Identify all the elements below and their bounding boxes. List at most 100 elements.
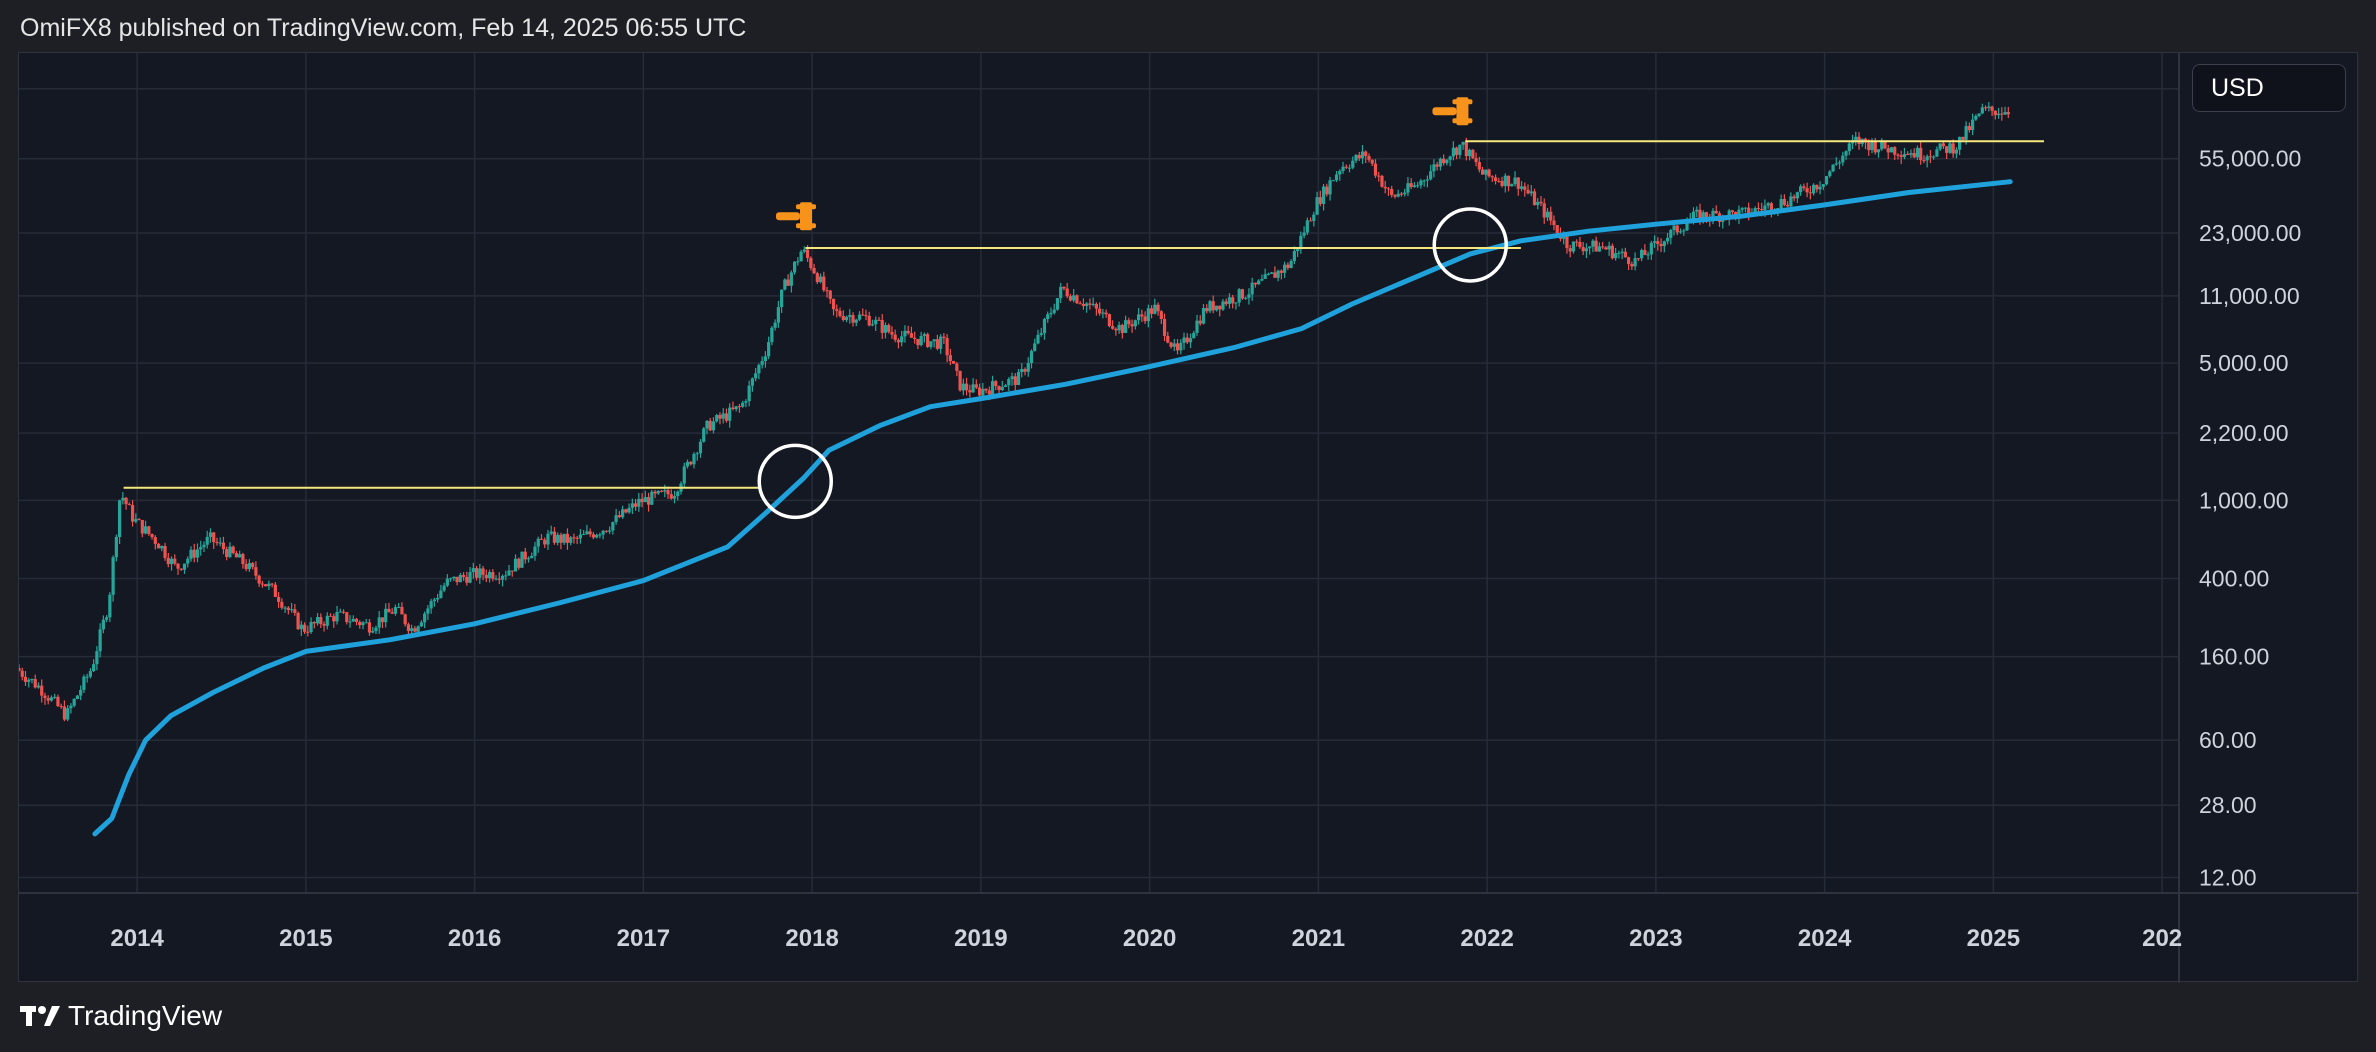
candle-body	[1828, 171, 1832, 177]
candle-body	[1980, 107, 1984, 114]
candle-body	[478, 568, 482, 578]
candle-body	[1003, 385, 1008, 388]
candle-body	[1351, 160, 1355, 168]
candle-body	[1601, 246, 1605, 248]
candle-body	[874, 319, 878, 325]
y-tick-label: 55,000.00	[2199, 146, 2301, 172]
highlight-circle	[757, 443, 833, 520]
candle-body	[760, 361, 764, 365]
candle-body	[601, 530, 605, 535]
candle-body	[900, 336, 904, 343]
candle-body	[724, 413, 729, 421]
candle-body	[1328, 180, 1332, 195]
candle-body	[695, 453, 699, 455]
candle-body	[604, 530, 608, 532]
candle-body	[1146, 308, 1150, 322]
candle-body	[1416, 185, 1420, 187]
price-chart[interactable]: 125,000.0055,000.0023,000.0011,000.005,0…	[19, 53, 2359, 983]
candle-body	[114, 536, 118, 558]
y-tick-label: 1,000.00	[2199, 487, 2289, 513]
candle-body	[1153, 304, 1157, 314]
candle-body	[1205, 308, 1209, 312]
candle-body	[932, 339, 936, 342]
candle-body	[672, 496, 677, 499]
candle-body	[124, 497, 128, 505]
candle-body	[1993, 110, 1997, 116]
candle-body	[1578, 242, 1582, 248]
candle-body	[218, 542, 222, 544]
candle-body	[199, 547, 203, 550]
candle-body	[335, 612, 339, 622]
candle-body	[293, 609, 297, 613]
candle-body	[1818, 186, 1822, 190]
candle-body	[1020, 369, 1024, 373]
candle-body	[533, 546, 537, 556]
candle-body	[1117, 324, 1121, 331]
candle-body	[1695, 209, 1699, 212]
candle-body	[338, 611, 342, 613]
candle-body	[968, 390, 972, 393]
candle-body	[1042, 319, 1047, 334]
candle-body	[1886, 148, 1890, 153]
candle-body	[1672, 225, 1676, 230]
candle-body	[562, 533, 566, 543]
candle-body	[1919, 147, 1923, 161]
candle-body	[1218, 305, 1222, 310]
candle-body	[176, 563, 180, 569]
candle-body	[1484, 169, 1488, 175]
chart-panel[interactable]: 125,000.0055,000.0023,000.0011,000.005,0…	[18, 52, 2359, 983]
candle-body	[776, 307, 780, 323]
candle-body	[156, 543, 161, 549]
candle-body	[325, 615, 329, 626]
candle-body	[666, 490, 670, 495]
candle-body	[1224, 301, 1228, 304]
candle-body	[572, 537, 576, 539]
highlight-circle	[1432, 207, 1508, 283]
candle-body	[1493, 177, 1498, 181]
x-tick-label: 2018	[785, 925, 838, 952]
candle-body	[1354, 154, 1358, 161]
candle-body	[49, 697, 54, 701]
candle-body	[1013, 376, 1017, 385]
candle-body	[1386, 188, 1391, 190]
candle-body	[582, 534, 586, 536]
candle-body	[205, 536, 209, 545]
candle-body	[721, 413, 725, 419]
candle-body	[1055, 298, 1060, 310]
candle-body	[1273, 272, 1277, 278]
candle-body	[617, 515, 621, 518]
candle-body	[906, 330, 910, 334]
candle-body	[1549, 211, 1553, 221]
candle-body	[270, 583, 274, 585]
candle-body	[1000, 387, 1004, 391]
candle-body	[728, 407, 732, 421]
candle-body	[1636, 258, 1640, 260]
candle-body	[786, 279, 790, 286]
candle-body	[445, 578, 449, 586]
candle-body	[1383, 186, 1387, 189]
candle-body	[1899, 155, 1903, 158]
candle-body	[332, 616, 336, 622]
y-tick-label: 400.00	[2199, 565, 2269, 591]
candle-body	[59, 706, 63, 708]
candle-body	[1799, 186, 1803, 193]
candle-body	[348, 621, 352, 623]
candle-body	[1471, 149, 1475, 159]
y-tick-label: 28.00	[2199, 792, 2257, 818]
candle-body	[1296, 249, 1300, 252]
y-tick-label: 12.00	[2199, 864, 2257, 890]
candle-body	[1730, 210, 1735, 213]
candle-body	[1299, 235, 1303, 250]
candle-body	[179, 568, 183, 570]
candle-body	[1821, 184, 1825, 187]
candle-body	[1922, 160, 1926, 162]
currency-selector[interactable]: USD	[2192, 64, 2346, 112]
candle-body	[1162, 318, 1167, 336]
candle-body	[374, 627, 378, 632]
candle-body	[1948, 143, 1952, 153]
candle-body	[1552, 220, 1556, 226]
candle-body	[1480, 169, 1485, 175]
x-tick-label: 2022	[1460, 925, 1513, 952]
candle-body	[1497, 180, 1501, 182]
candle-body	[1085, 303, 1089, 307]
